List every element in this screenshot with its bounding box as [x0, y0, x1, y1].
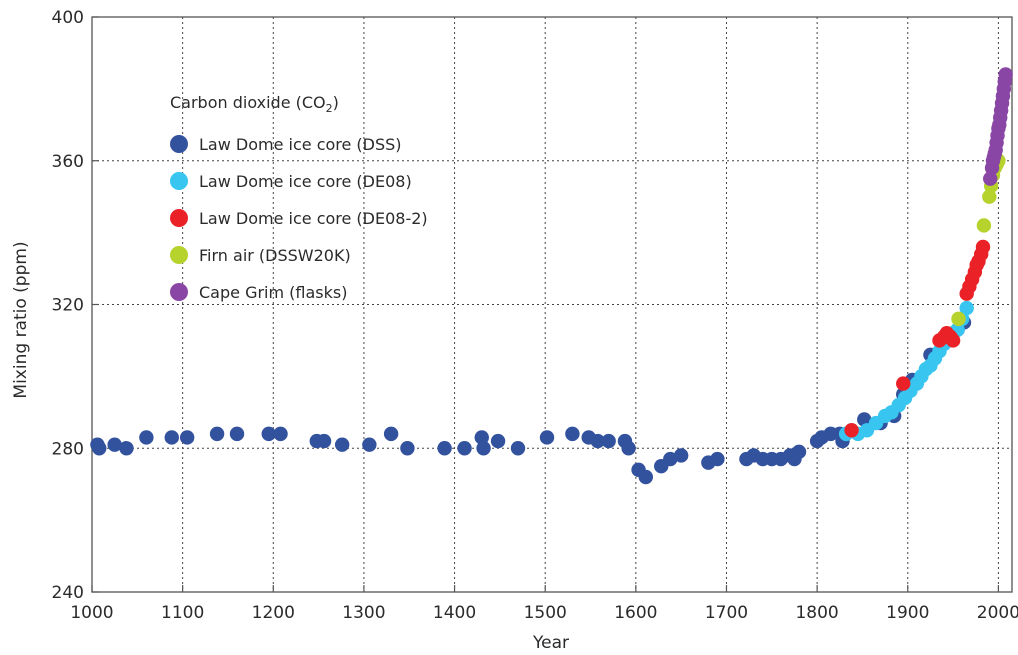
series-1 [90, 315, 972, 485]
data-point [362, 437, 377, 452]
data-point [316, 433, 332, 449]
legend-label: Firn air (DSSW20K) [199, 246, 351, 265]
data-point [400, 441, 415, 456]
legend-label: Law Dome ice core (DSS) [199, 135, 402, 154]
data-point [107, 437, 122, 452]
data-point [209, 426, 225, 442]
legend-marker [170, 246, 188, 264]
legend-items: Law Dome ice core (DSS) Law Dome ice core… [170, 135, 428, 302]
data-point [857, 412, 872, 427]
y-tick-label: 320 [52, 296, 84, 316]
legend-marker [170, 209, 188, 227]
x-tick-label: 1500 [524, 603, 567, 623]
data-point [975, 239, 991, 255]
x-axis-ticks: 1000 1100 1200 1300 1400 1500 1600 1700 1800 1900… [70, 585, 1018, 623]
x-tick-label: 1100 [161, 603, 204, 623]
legend-label: Cape Grim (flasks) [199, 283, 347, 302]
data-point [179, 430, 195, 445]
data-point [273, 426, 288, 442]
data-point [673, 448, 689, 463]
data-point [139, 430, 154, 445]
data-point [334, 437, 350, 452]
data-point [983, 171, 998, 186]
x-tick-label: 1800 [795, 603, 838, 623]
x-tick-label: 2000 [977, 603, 1018, 623]
legend: Carbon dioxide (CO2) Law Dome ice core (… [170, 93, 428, 302]
x-tick-label: 1000 [70, 603, 113, 623]
x-tick-label: 1400 [433, 603, 476, 623]
data-point [590, 433, 605, 449]
data-point [229, 426, 245, 442]
data-point [383, 426, 399, 442]
y-tick-label: 360 [52, 152, 84, 172]
data-point [601, 433, 616, 449]
data-point [945, 333, 961, 348]
y-axis-label: Mixing ratio (ppm) [11, 241, 31, 398]
data-point [539, 430, 555, 445]
data-point [437, 441, 452, 456]
y-tick-label: 240 [52, 583, 84, 603]
legend-title-main: Carbon dioxide (CO [170, 93, 326, 112]
legend-marker [170, 135, 188, 153]
data-point [565, 426, 580, 442]
legend-title: Carbon dioxide (CO2) [170, 93, 339, 115]
data-point [663, 451, 678, 467]
x-tick-label: 1200 [252, 603, 295, 623]
x-tick-label: 1700 [705, 603, 748, 623]
series-3 [844, 239, 991, 438]
data-point [457, 441, 472, 456]
x-tick-label: 1300 [342, 603, 385, 623]
x-axis-label: Year [532, 633, 569, 653]
legend-title-subscript: 2 [326, 102, 333, 115]
data-points [90, 67, 1013, 485]
data-point [261, 426, 276, 442]
data-point [844, 423, 859, 438]
data-point [976, 218, 992, 233]
data-point [510, 441, 526, 456]
data-point [959, 300, 974, 316]
data-point [92, 441, 107, 456]
series-5 [983, 67, 1013, 186]
legend-marker [170, 283, 188, 301]
data-point [474, 430, 489, 445]
data-point [791, 444, 807, 460]
data-point [896, 376, 911, 391]
data-point [476, 441, 491, 456]
x-tick-label: 1900 [886, 603, 929, 623]
legend-label: Law Dome ice core (DE08-2) [199, 209, 428, 228]
series-4 [951, 153, 1006, 327]
y-tick-label: 400 [52, 8, 84, 28]
data-point [119, 441, 134, 456]
data-point [951, 311, 966, 327]
y-tick-label: 280 [52, 439, 84, 459]
data-point [998, 67, 1013, 82]
data-point [164, 430, 179, 445]
data-point [490, 433, 506, 449]
data-point [638, 469, 654, 485]
data-point [982, 189, 997, 204]
legend-label: Law Dome ice core (DE08) [199, 172, 412, 191]
legend-marker [170, 172, 188, 190]
data-point [710, 451, 725, 467]
y-axis-ticks: 240 280 320 360 400 [52, 8, 99, 603]
data-point [621, 441, 636, 456]
x-tick-label: 1600 [614, 603, 657, 623]
legend-title-close: ) [333, 93, 339, 112]
